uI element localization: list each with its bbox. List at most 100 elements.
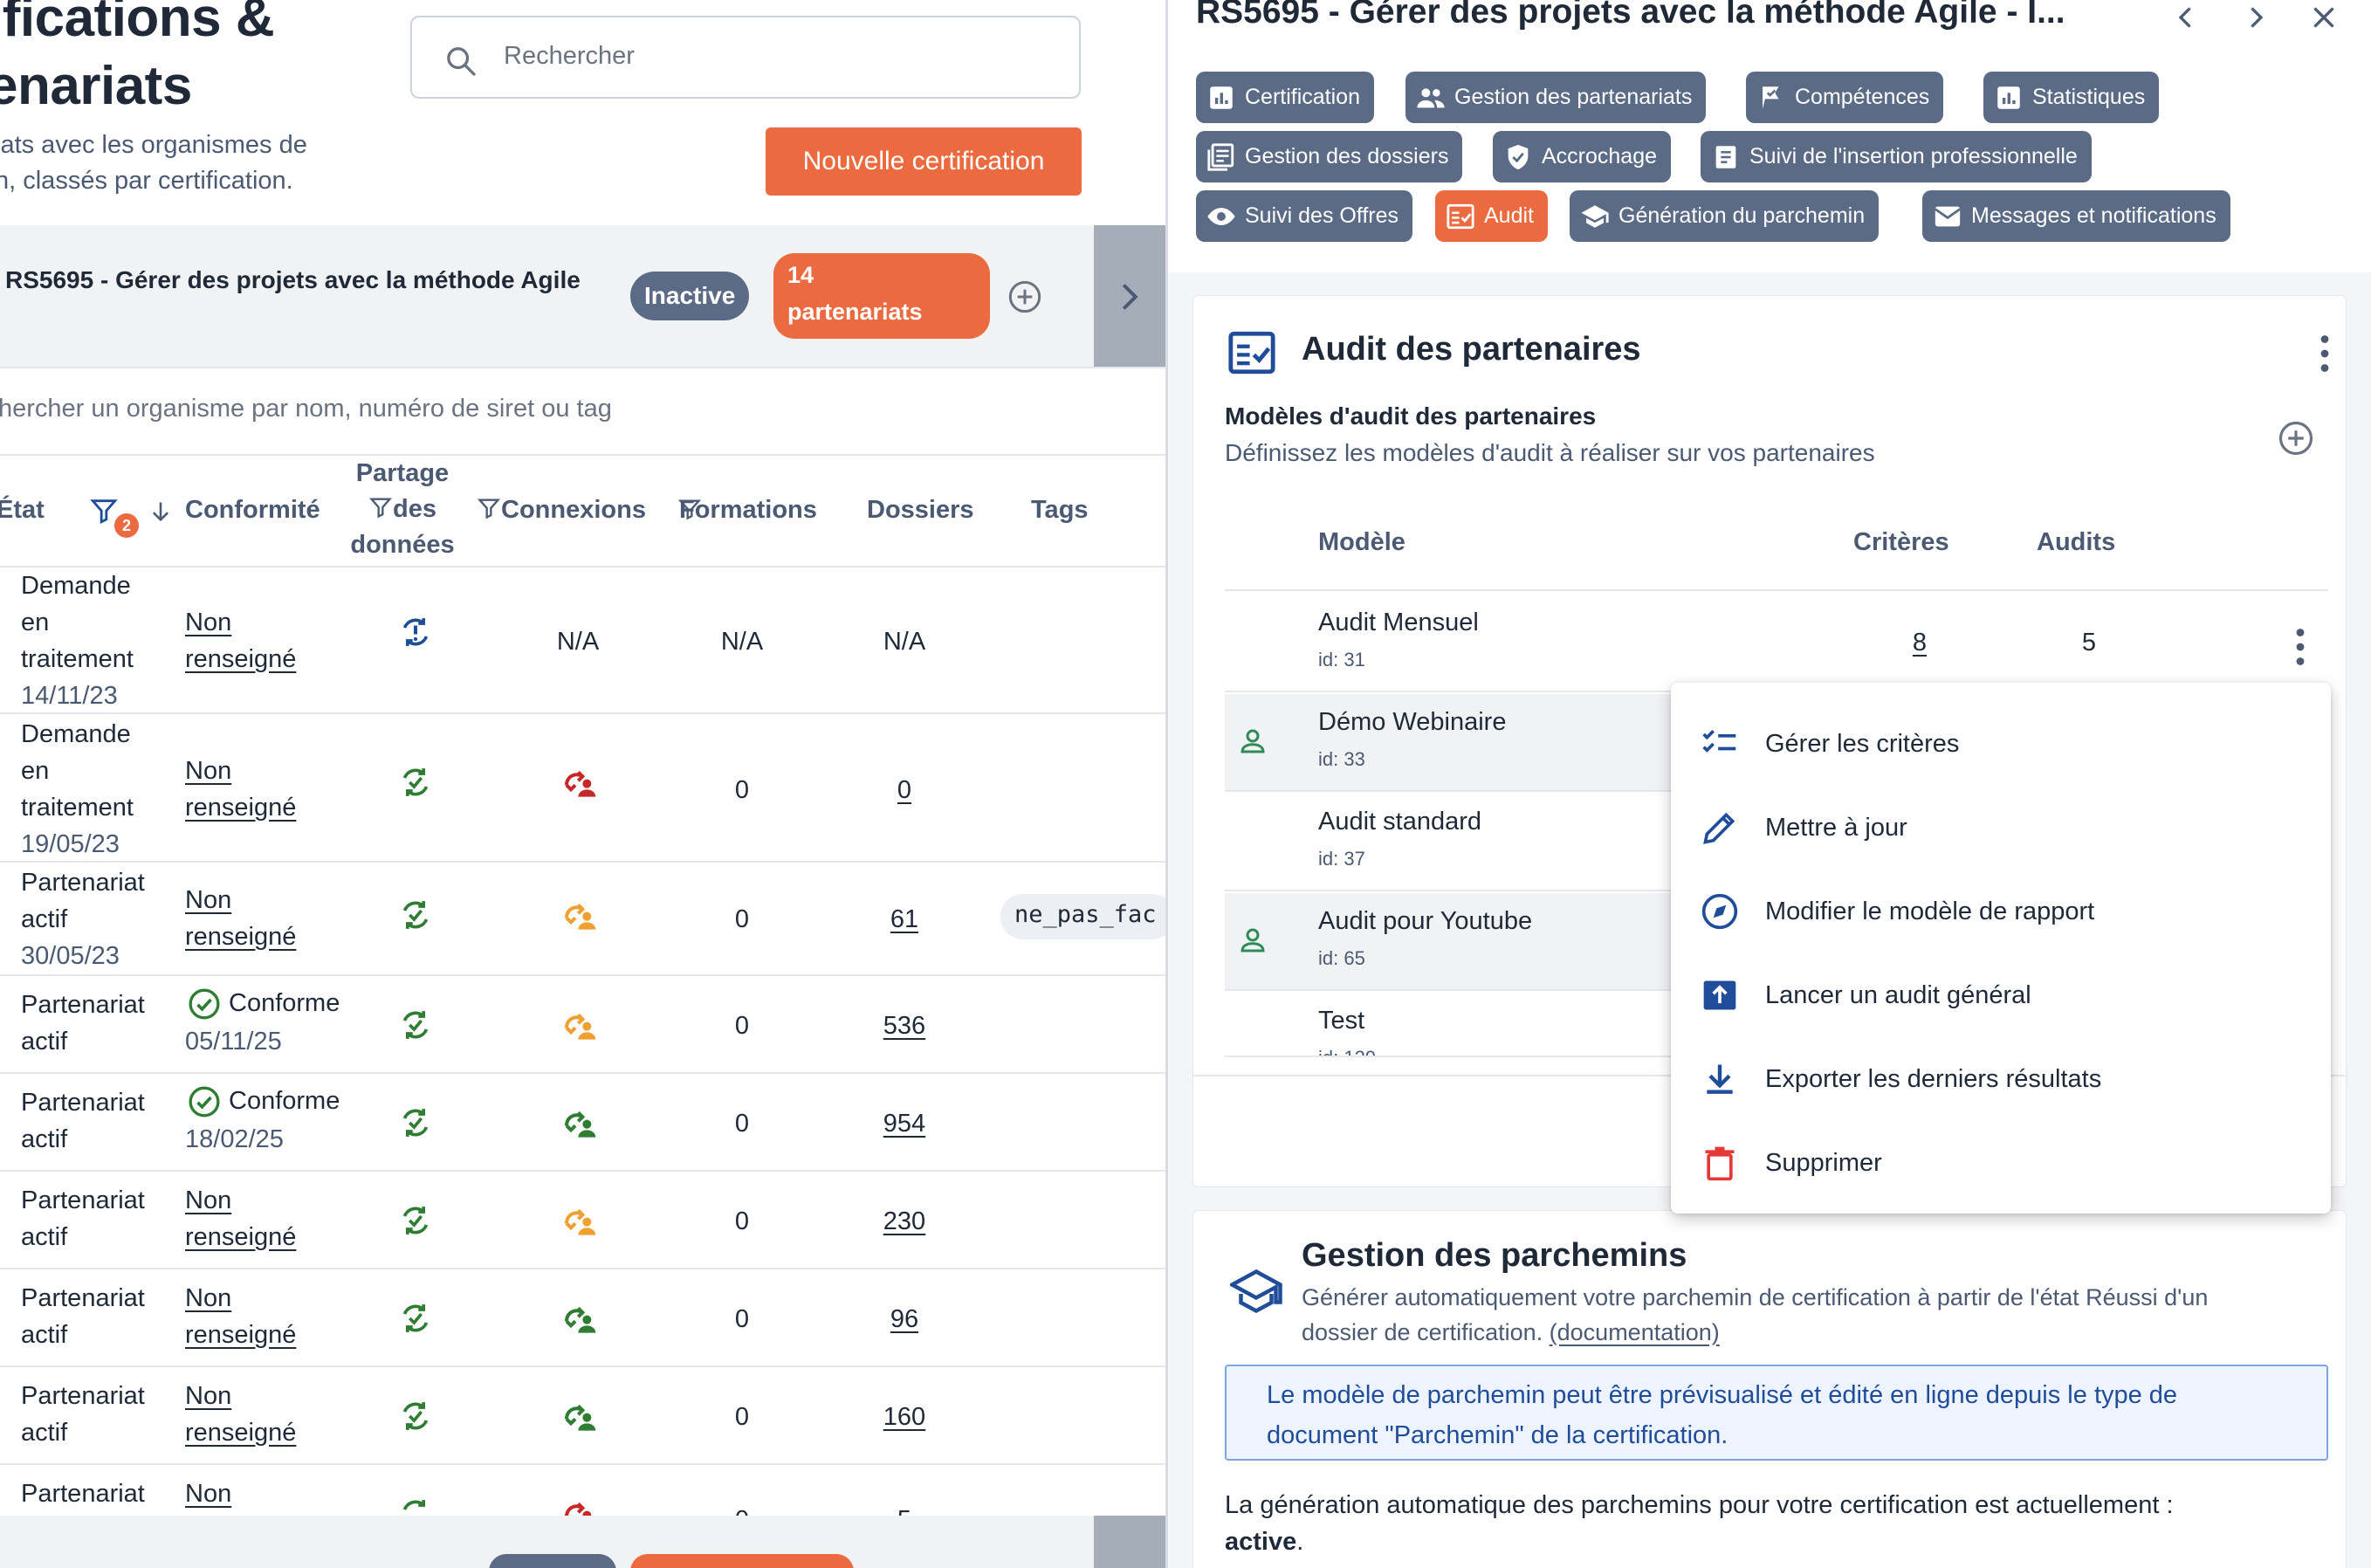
context-menu: Gérer les critères Mettre à jour Modifie… [1671,683,2331,1214]
tab-audit[interactable]: Audit [1435,190,1548,242]
conformite-link[interactable]: Non renseigné [185,1378,296,1451]
tab-offres[interactable]: Suivi des Offres [1196,190,1413,242]
conformite-text: renseigné [185,1223,297,1251]
tab-label: Certification [1245,85,1360,109]
new-certification-button[interactable]: Nouvelle certification [766,127,1082,196]
chevron-left-icon[interactable] [2170,2,2202,33]
table-row[interactable]: Partenariat actif Conforme 05/11/25 0 53… [0,978,1165,1074]
menu-item-modifier-rapport[interactable]: Modifier le modèle de rapport [1671,870,2331,953]
table-row[interactable]: Partenariat actif Non renseigné 0 230 [0,1173,1165,1269]
conformite-text: Non [185,886,232,914]
column-header-partage[interactable]: Partage des données [347,456,457,563]
menu-item-lancer-audit[interactable]: Lancer un audit général [1671,953,2331,1037]
add-circle-icon[interactable] [2278,420,2314,457]
column-header-partage-line2: des [347,492,457,527]
tab-parchemin[interactable]: Génération du parchemin [1570,190,1880,242]
column-header-dossiers[interactable]: Dossiers [867,496,974,524]
conformite-text: renseigné [185,1419,297,1447]
table-row[interactable]: Partenariat actif Non renseigné 0 96 [0,1271,1165,1367]
audit-table-header: Modèle Critères Audits [1225,499,2328,591]
table-row[interactable]: Partenariat actif Conforme 18/02/25 0 95… [0,1076,1165,1172]
dossiers-link[interactable]: 230 [883,1207,926,1235]
tab-insertion[interactable]: Suivi de l'insertion professionnelle [1701,131,2092,182]
partners-label: partenariats [787,299,923,325]
column-header-connexions[interactable]: Connexions [477,492,646,528]
scroll-strip[interactable] [1094,1516,1165,1568]
tab-partenariats[interactable]: Gestion des partenariats [1405,72,1707,123]
menu-item-supprimer[interactable]: Supprimer [1671,1121,2331,1205]
pencil-icon [1703,812,1735,844]
audits-count: 5 [2081,629,2097,657]
filter-icon[interactable] [368,494,393,520]
connection-green-icon [565,1111,596,1138]
table-row[interactable]: Partenariat Non 0 5 [0,1467,1165,1519]
audit-model-row[interactable]: Audit Mensuel id: 31 8 5 [1225,595,2328,692]
arrow-down-icon[interactable] [148,498,173,526]
dossiers-link[interactable]: 536 [883,1012,926,1040]
add-circle-icon[interactable] [1007,279,1042,314]
column-header-conformite[interactable]: Conformité [185,496,320,524]
documentation-link[interactable]: (documentation) [1549,1319,1720,1345]
conformite-text: Non [185,1382,232,1410]
table-row[interactable]: Demande en traitement 19/05/23 Non rense… [0,716,1165,863]
dossiers-link[interactable]: 954 [883,1110,926,1138]
tab-messages[interactable]: Messages et notifications [1922,190,2230,242]
more-vertical-icon[interactable] [2319,334,2330,373]
tab-dossiers[interactable]: Gestion des dossiers [1196,131,1463,182]
more-vertical-icon[interactable] [2295,628,2306,666]
menu-item-label: Lancer un audit général [1765,980,2031,1009]
column-header-etat[interactable]: État [0,492,45,528]
etat-text: Demande [21,720,131,748]
etat-cell: Demande en traitement 14/11/23 [21,567,134,714]
connection-green-icon [565,1306,596,1333]
tab-competences[interactable]: Compétences [1746,72,1944,123]
table-row[interactable]: Partenariat actif Non renseigné 0 160 [0,1369,1165,1465]
status-badge: Inactive [630,272,750,320]
tag-pill[interactable]: ne_pas_fac [1000,894,1165,939]
tab-certification[interactable]: Certification [1196,72,1374,123]
certification-header-row[interactable]: RS5695 - Gérer des projets avec la métho… [0,225,1165,368]
eye-icon [1207,207,1235,225]
dossiers-link[interactable]: 160 [883,1403,926,1431]
column-header-tags[interactable]: Tags [1031,496,1089,524]
table-row[interactable]: Demande en traitement 14/11/23 Non rense… [0,567,1165,714]
conformite-text: renseigné [185,794,297,822]
menu-item-gerer-criteres[interactable]: Gérer les critères [1671,702,2331,786]
organisation-search-input[interactable]: hercher un organisme par nom, numéro de … [0,395,612,423]
menu-item-mettre-a-jour[interactable]: Mettre à jour [1671,786,2331,870]
dossiers-link[interactable]: 0 [897,776,912,804]
conformite-link[interactable]: Non renseigné [185,1182,296,1255]
dossiers-link[interactable]: 61 [890,905,919,933]
conformite-link[interactable]: Non renseigné [185,604,296,677]
menu-item-exporter[interactable]: Exporter les derniers résultats [1671,1037,2331,1121]
close-icon[interactable] [2308,2,2340,33]
etat-text: Partenariat [21,991,145,1019]
conformite-link[interactable]: Non renseigné [185,753,296,826]
column-header-formations[interactable]: Formations [679,492,817,528]
tab-label: Gestion des partenariats [1454,85,1693,109]
partners-count-badge[interactable]: 14 partenariats [773,253,990,339]
table-row[interactable]: Partenariat actif 30/05/23 Non renseigné… [0,864,1165,976]
chevron-right-icon[interactable] [2240,2,2271,33]
scroll-right-button[interactable] [1094,225,1165,368]
dossiers-link[interactable]: 96 [890,1305,919,1333]
sync-check-icon [402,1304,429,1332]
tab-accrochage[interactable]: Accrochage [1493,131,1672,182]
conformite-link[interactable]: Non renseigné [185,1280,296,1353]
certification-name[interactable]: RS5695 - Gérer des projets avec la métho… [5,266,581,293]
conformite-link[interactable]: Non renseigné [185,882,296,955]
conformite-link[interactable]: Non [185,1480,232,1508]
filter-icon[interactable] [677,496,702,522]
search-input[interactable]: Rechercher [410,16,1081,99]
filter-icon[interactable] [477,495,501,521]
tab-label: Statistiques [2032,85,2146,109]
bottom-primary-button[interactable] [630,1554,854,1568]
list-icon [1207,142,1234,171]
divider [0,454,1165,456]
column-header-partage-line1: Partage [355,459,450,487]
criteres-link[interactable]: 8 [1912,629,1928,657]
tab-statistiques[interactable]: Statistiques [1983,72,2160,123]
bottom-secondary-button[interactable] [489,1554,616,1568]
pane-divider[interactable] [1165,0,1168,1568]
filter-icon[interactable] [89,494,119,527]
